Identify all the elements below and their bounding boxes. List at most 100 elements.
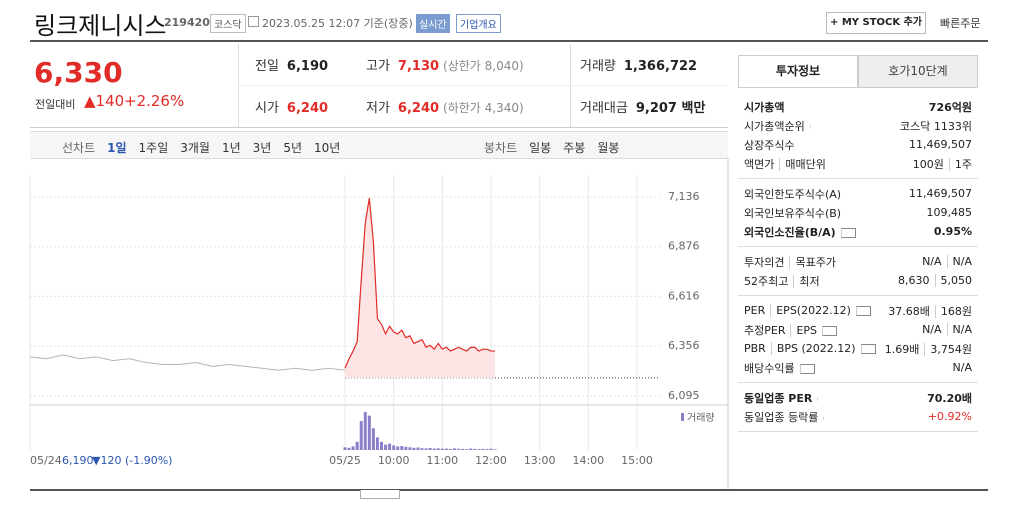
stock-code: 219420 <box>164 16 210 29</box>
volume-bar <box>444 448 448 450</box>
panel-row: 투자의견 목표주가 N/A N/A <box>744 252 972 271</box>
period-tab[interactable]: 1주일 <box>138 141 169 155</box>
quote-label: 시가 <box>255 101 279 116</box>
row-values: 726억원 <box>929 99 972 115</box>
panel-row: 동일업종 PER 70.20배 <box>744 388 972 407</box>
current-price: 6,330 <box>34 56 123 89</box>
volume-bar <box>359 421 363 450</box>
period-tab[interactable]: 주봉 <box>563 141 586 155</box>
panel-row: 상장주식수 11,469,507 <box>744 135 972 154</box>
panel-row: 추정PER EPS N/A N/A <box>744 320 972 339</box>
row-label: 배당수익률 <box>744 361 795 375</box>
volume-bar <box>400 446 404 450</box>
row-label: 동일업종 등락률 <box>744 410 819 424</box>
period-tab[interactable]: 일봉 <box>529 141 552 155</box>
row-value: N/A <box>952 361 972 374</box>
row-values: 1.69배 3,754원 <box>885 341 972 357</box>
arrow-icon <box>809 123 816 130</box>
legend-label: 거래량 <box>687 412 715 424</box>
row-labels: PER EPS(2022.12) <box>744 304 871 317</box>
divider <box>30 127 728 128</box>
help-icon[interactable] <box>855 306 871 316</box>
period-tab[interactable]: 1일 <box>107 141 127 155</box>
row-value: 1주 <box>948 157 972 171</box>
volume-bar <box>448 448 452 450</box>
arrow-icon <box>817 395 823 402</box>
row-labels: 시가총액순위 <box>744 118 816 134</box>
period-tab[interactable]: 10년 <box>314 141 341 155</box>
help-icon[interactable] <box>840 227 856 238</box>
panel-row: 외국인소진율(B/A) 0.95% <box>744 222 972 241</box>
help-icon[interactable] <box>822 325 838 336</box>
row-value: 1.69배 <box>884 342 920 356</box>
panel-tab[interactable]: 호가10단계 <box>858 55 978 87</box>
row-values: 0.95% <box>934 225 972 238</box>
quote-item: 전일 6,190 <box>255 55 328 74</box>
volume-bar <box>477 449 481 450</box>
period-tab[interactable]: 3년 <box>252 141 272 155</box>
volume-bar <box>457 448 461 450</box>
volume-bar <box>453 448 456 450</box>
divider <box>238 85 728 86</box>
realtime-badge[interactable]: 실시간 <box>416 14 450 33</box>
row-label: 최저 <box>793 274 820 288</box>
period-tab[interactable]: 5년 <box>283 141 303 155</box>
row-labels: 투자의견 목표주가 <box>744 254 836 270</box>
panel-row: PER EPS(2022.12) 37.68배 168원 <box>744 301 972 320</box>
prev-date: 05/24 <box>30 454 62 467</box>
volume-bar <box>375 437 379 450</box>
quote-item: 고가 7,130 (상한가 8,040) <box>366 55 524 74</box>
prev-change: ▼120 (-1.90%) <box>92 454 172 467</box>
quote-item: 저가 6,240 (하한가 4,340) <box>366 97 524 116</box>
row-label: BPS (2022.12) <box>770 342 856 355</box>
help-icon[interactable] <box>860 344 876 354</box>
row-labels: 동일업종 PER <box>744 390 823 406</box>
volume-bar <box>481 448 485 450</box>
company-menu[interactable]: 기업개요 <box>456 14 501 33</box>
quote-label: 저가 <box>366 101 390 116</box>
row-labels: 외국인보유주식수(B) <box>744 205 841 221</box>
row-label: 액면가 <box>744 157 775 171</box>
collapse-button[interactable] <box>360 490 400 499</box>
tab-group-label: 봉차트 <box>484 141 518 155</box>
help-icon[interactable] <box>799 363 815 374</box>
row-label: 투자의견 <box>744 255 785 269</box>
row-values: 37.68배 168원 <box>888 303 972 319</box>
row-value: 5,050 <box>934 274 972 287</box>
row-values: N/A N/A <box>922 323 972 336</box>
panel-row: 액면가 매매단위 100원 1주 <box>744 154 972 173</box>
quote-note: (상한가 8,040) <box>443 59 524 73</box>
quick-order[interactable]: 빠른주문 <box>940 17 981 30</box>
period-tab[interactable]: 월봉 <box>597 141 620 155</box>
quote-value: 6,240 <box>397 101 440 116</box>
quote-item: 거래대금 9,207 백만 <box>580 97 705 116</box>
period-tab[interactable]: 3개월 <box>180 141 210 155</box>
volume-bar <box>384 444 388 450</box>
row-value: N/A <box>922 323 942 336</box>
row-values: 11,469,507 <box>909 138 972 151</box>
x-tick-label: 11:00 <box>426 454 458 467</box>
line-tabs: 선차트 1일 1주일 3개월 1년 3년 5년 10년 <box>62 137 352 156</box>
row-value: 70.20배 <box>927 391 972 405</box>
row-labels: 배당수익률 <box>744 360 815 376</box>
row-values: N/A <box>953 361 972 374</box>
volume-bar <box>367 415 371 450</box>
volume-bar <box>380 441 383 450</box>
row-labels: PBR BPS (2022.12) <box>744 342 876 355</box>
panel-tab[interactable]: 투자정보 <box>738 55 858 87</box>
row-value: 37.68배 <box>888 304 930 318</box>
x-tick-label: 13:00 <box>524 454 556 467</box>
row-label: 상장주식수 <box>744 138 795 152</box>
period-tab[interactable]: 1년 <box>221 141 241 155</box>
tab-group-label: 선차트 <box>62 141 96 155</box>
row-label: EPS <box>790 323 818 337</box>
volume-bar <box>412 447 416 450</box>
volume-bar <box>420 448 424 450</box>
stock-name: 링크제니시스 <box>34 12 167 40</box>
volume-bar <box>388 443 392 450</box>
panel-section: PER EPS(2022.12) 37.68배 168원 추정PER EPS N/A N/A P… <box>738 296 978 383</box>
my-stock-button[interactable]: + MY STOCK 추가 <box>826 12 926 34</box>
quote-label: 전일 <box>255 59 279 74</box>
row-value: 100원 <box>912 157 944 171</box>
